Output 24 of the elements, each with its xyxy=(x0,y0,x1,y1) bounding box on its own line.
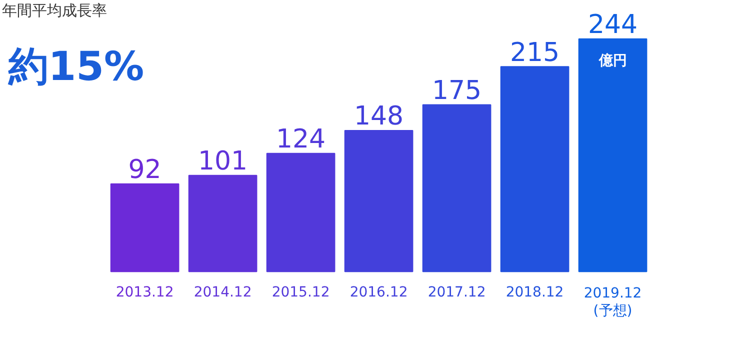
chart-title: 年間平均成長率 xyxy=(2,2,108,20)
bar xyxy=(422,104,492,272)
data-label: 215 xyxy=(510,38,560,68)
data-label: 101 xyxy=(198,146,248,176)
x-tick-label: 2017.12 xyxy=(428,284,486,301)
annotation: 億円 xyxy=(598,52,627,69)
x-tick-label: 2016.12 xyxy=(350,284,408,301)
data-label: 175 xyxy=(432,76,482,106)
bar xyxy=(110,183,180,272)
data-label: 92 xyxy=(128,155,162,186)
x-tick-label: 2018.12 xyxy=(506,284,564,301)
bar xyxy=(188,174,258,272)
x-tick-label: 2014.12 xyxy=(194,284,252,301)
data-label: 244 xyxy=(588,10,638,40)
annotation: 約15% xyxy=(7,44,144,90)
bar xyxy=(578,38,648,272)
x-tick-label: 2013.12 xyxy=(116,284,174,301)
x-tick-label: 2015.12 xyxy=(272,284,330,301)
bar xyxy=(344,130,414,272)
bar xyxy=(266,152,336,272)
data-label: 148 xyxy=(354,102,404,132)
data-label: 124 xyxy=(276,124,326,155)
x-tick-label: 2019.12 (予想) xyxy=(584,286,642,320)
bar xyxy=(500,66,570,272)
